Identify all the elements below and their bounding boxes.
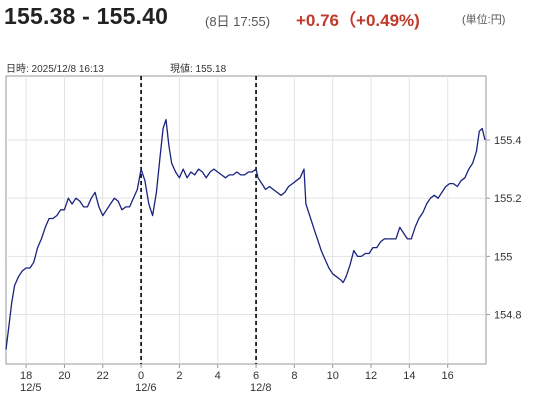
x-tick-label: 20 xyxy=(58,370,70,382)
plot-frame xyxy=(5,75,487,365)
x-tick-label: 4 xyxy=(215,370,221,382)
y-tick-label: 155.4 xyxy=(494,135,522,147)
x-tick-label: 2 xyxy=(176,370,182,382)
y-tick-label: 155 xyxy=(494,251,512,263)
unit-label: (単位:円) xyxy=(462,14,506,26)
quote-header: 155.38 - 155.40 (8日 17:55) +0.76（+0.49%)… xyxy=(4,3,537,33)
y-tick-label: 154.8 xyxy=(494,310,522,322)
price-range: 155.38 - 155.40 xyxy=(4,3,169,29)
x-date-label: 12/5 xyxy=(20,382,41,394)
x-tick-label: 6 xyxy=(253,370,259,382)
cursor-current-value: 現値: 155.18 xyxy=(170,64,227,75)
x-date-label: 12/8 xyxy=(250,382,271,394)
x-tick-label: 22 xyxy=(97,370,109,382)
x-tick-label: 10 xyxy=(327,370,339,382)
x-tick-label: 16 xyxy=(442,370,454,382)
x-tick-label: 12 xyxy=(365,370,377,382)
x-tick-label: 8 xyxy=(291,370,297,382)
quote-timestamp: (8日 17:55) xyxy=(205,14,271,29)
price-series-line xyxy=(5,118,486,350)
x-tick-label: 14 xyxy=(403,370,415,382)
price-change: +0.76（+0.49%) xyxy=(296,11,420,30)
x-tick-label: 0 xyxy=(138,370,144,382)
cursor-datetime: 日時: 2025/12/8 16:13 xyxy=(6,64,104,75)
x-date-label: 12/6 xyxy=(135,382,156,394)
y-tick-label: 155.2 xyxy=(494,193,522,205)
x-tick-label: 18 xyxy=(20,370,32,382)
